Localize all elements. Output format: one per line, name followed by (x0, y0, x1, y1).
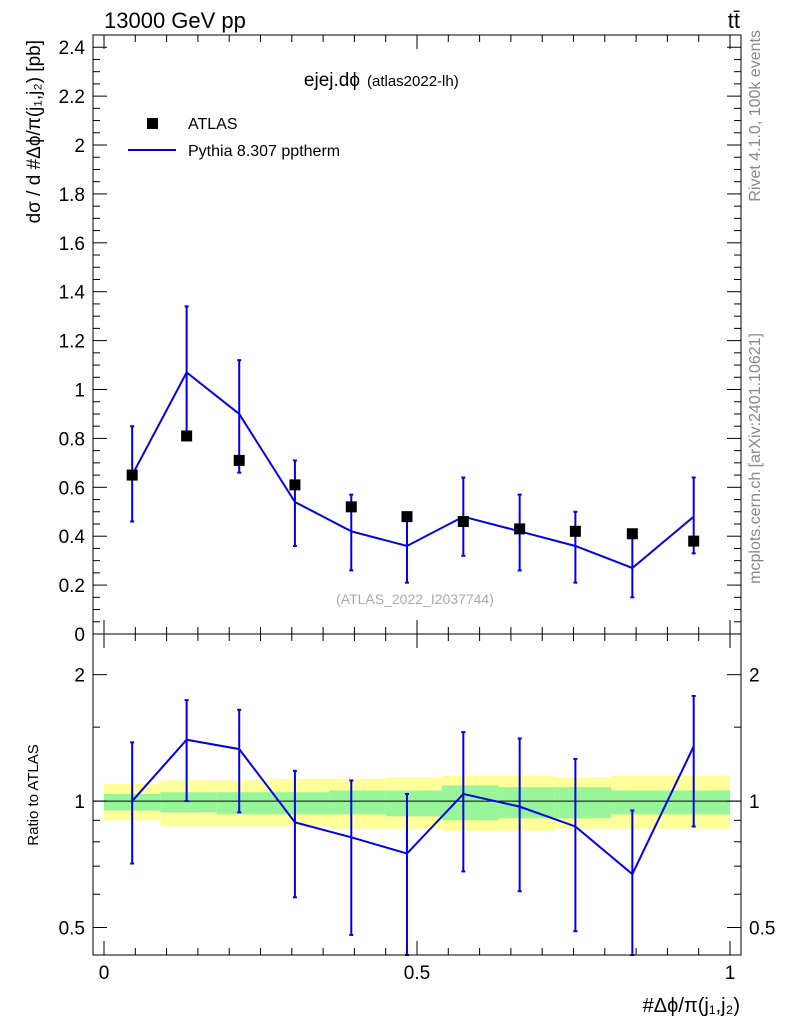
atlas-data-point (569, 525, 581, 537)
ratio-panel: 0.5 0.5 1 1 2 2 0 0.5 1 Ratio to ATLAS #Δϕ/π(j₁,… (25, 633, 775, 1017)
ratio-y-tick-label: 0.5 (59, 918, 85, 939)
ratio-stat-uncertainty-band (442, 785, 499, 821)
ratio-stat-uncertainty-band (498, 787, 555, 819)
ratio-stat-uncertainty-band (667, 790, 730, 815)
analysis-watermark: (ATLAS_2022_I2037744) (336, 591, 494, 607)
ratio-y-tick-label-right: 0.5 (749, 918, 775, 939)
x-tick-label: 1 (725, 963, 736, 984)
main-y-tick-label: 0.8 (59, 429, 85, 450)
ratio-stat-uncertainty-band (611, 790, 668, 815)
atlas-data-point (233, 454, 245, 466)
process-label: tt̄ (728, 8, 740, 33)
legend: ATLAS Pythia 8.307 pptherm (128, 116, 340, 160)
x-tick-label: 0.5 (404, 963, 430, 984)
atlas-data-point (401, 511, 413, 523)
main-y-tick-label: 2 (74, 136, 85, 157)
plot-title: ejej.dϕ (304, 70, 360, 91)
ratio-y-tick-label: 1 (74, 792, 85, 813)
main-panel: 0 0.2 0.4 0.6 0.8 1 1.2 1.4 1.6 1.8 2 2.2 2.4 ejej.d… (24, 34, 742, 646)
main-y-axis-label: dσ / d #Δϕ/π(j₁,j₂) [pb] (24, 40, 45, 223)
x-tick-label: 0 (99, 963, 110, 984)
atlas-data-point (181, 430, 193, 442)
pythia-series-line (131, 370, 695, 570)
main-y-tick-label: 0.6 (59, 478, 85, 499)
ratio-stat-uncertainty-band (216, 792, 274, 815)
ratio-stat-uncertainty-band (160, 792, 217, 813)
main-y-tick-label: 2.2 (59, 87, 85, 108)
main-y-tick-label: 0 (74, 625, 85, 646)
main-y-tick-label: 1.4 (59, 283, 86, 304)
legend-atlas-label: ATLAS (188, 116, 238, 133)
atlas-data-point (688, 535, 700, 547)
mcplots-label: mcplots.cern.ch [arXiv:2401.10621] (747, 333, 764, 584)
atlas-data-point (457, 516, 469, 528)
main-y-tick-label: 0.2 (59, 576, 85, 597)
main-y-tick-label: 1 (74, 381, 85, 402)
x-axis-label: #Δϕ/π(j₁,j₂) (643, 995, 740, 1017)
atlas-data-point (345, 501, 357, 513)
atlas-data-point (289, 479, 301, 491)
main-y-tick-label: 1.2 (59, 332, 85, 353)
ratio-y-axis-label: Ratio to ATLAS (25, 744, 42, 845)
atlas-data-point (514, 523, 526, 535)
main-y-tick-label: 1.6 (59, 234, 85, 255)
ratio-y-tick-label-right: 1 (749, 792, 760, 813)
ratio-y-tick-label: 2 (74, 666, 85, 687)
main-y-tick-label: 0.4 (59, 527, 86, 548)
main-y-tick-label: 2.4 (59, 38, 86, 59)
legend-atlas-marker (147, 118, 158, 129)
rivet-version-label: Rivet 4.1.0, 100k events (747, 30, 764, 202)
ratio-panel-frame (92, 633, 742, 956)
ratio-stat-uncertainty-band (385, 790, 443, 817)
ratio-y-tick-label-right: 2 (749, 666, 760, 687)
plot-title-sub: (atlas2022-lh) (367, 73, 459, 90)
ratio-stat-uncertainty-band (329, 790, 386, 815)
atlas-data-point (126, 469, 138, 481)
legend-pythia-label: Pythia 8.307 pptherm (188, 143, 340, 160)
energy-label: 13000 GeV pp (104, 8, 246, 33)
ratio-stat-uncertainty-band (273, 792, 330, 815)
ratio-stat-uncertainty-band (554, 787, 612, 819)
atlas-data-point (626, 528, 638, 540)
main-y-tick-label: 1.8 (59, 185, 85, 206)
